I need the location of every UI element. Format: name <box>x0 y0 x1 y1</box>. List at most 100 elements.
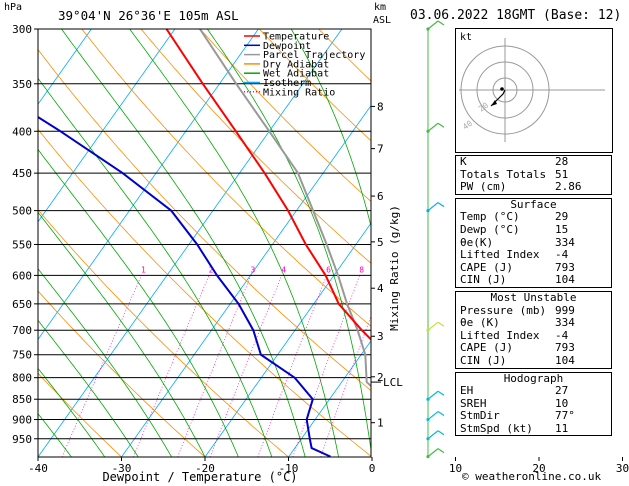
mixing-ratio-line <box>292 275 360 457</box>
legend-entry: Dry Adiabat <box>263 59 329 70</box>
most-unstable-row-label: Lifted Index <box>460 328 540 342</box>
pw-value: 2.86 <box>555 180 582 194</box>
surface-row-label: θe(K) <box>460 235 494 249</box>
forecast-date: 03.06.2022 18GMT (Base: 12) <box>410 8 622 23</box>
legend-entry: Temperature <box>263 32 329 43</box>
wind-barb-flag <box>437 321 445 327</box>
height-km-label: 6 <box>377 190 384 203</box>
wind-barb-dot <box>426 437 430 441</box>
mixing-ratio-tick-label: 6 <box>326 265 331 274</box>
legend-entry: Mixing Ratio <box>263 87 335 98</box>
surface-row-label: Lifted Index <box>460 248 540 262</box>
dry-adiabat-line <box>199 29 371 203</box>
isotherm-line <box>38 29 92 105</box>
surface-row-value: 104 <box>555 273 575 287</box>
pressure-tick-label: 400 <box>12 125 32 138</box>
most-unstable-title: Most Unstable <box>490 290 577 304</box>
totals-totals-label: Totals Totals <box>460 167 547 181</box>
totals-totals-value: 51 <box>555 167 569 181</box>
pressure-tick-label: 750 <box>12 349 32 362</box>
height-km-label: 3 <box>377 330 384 343</box>
most-unstable-row-label: Pressure (mb) <box>460 303 547 317</box>
wind-barbs <box>426 20 445 459</box>
hodograph-stats-title: Hodograph <box>503 371 564 385</box>
wind-barb <box>427 448 439 458</box>
pressure-tick-label: 900 <box>12 414 32 427</box>
most-unstable-row-value: 104 <box>555 353 575 367</box>
isotherm-line <box>288 340 371 457</box>
wind-barb-flag <box>437 202 445 208</box>
hodograph-stat-row-label: EH <box>460 384 474 398</box>
mixing-ratio-tick-label: 8 <box>359 265 364 274</box>
most-unstable-row-label: CIN (J) <box>460 353 507 367</box>
hodograph-stat-row-label: StmDir <box>460 409 500 423</box>
mixing-ratio-tick-label: 15 <box>432 265 442 274</box>
height-km-label: 8 <box>377 100 384 113</box>
pressure-tick-label: 500 <box>12 205 32 218</box>
pressure-tick-label: 850 <box>12 393 32 406</box>
hodograph-stat-row-label: StmSpd (kt) <box>460 421 533 435</box>
isotherm-line <box>0 29 8 457</box>
most-unstable-row-value: -4 <box>555 328 569 342</box>
mixing-ratio-line <box>373 275 435 457</box>
hodograph-unit: kt <box>460 32 472 43</box>
pressure-tick-label: 800 <box>12 372 32 385</box>
height-km-label: 2 <box>377 371 384 384</box>
surface-row-value: 334 <box>555 235 575 249</box>
chart-axes: 3003504004505005506006507007508008509009… <box>12 23 629 475</box>
hodograph-stat-row-value: 77° <box>555 409 575 423</box>
isotherm-line <box>38 29 176 223</box>
wind-barb <box>427 390 439 400</box>
wind-barb <box>427 20 439 30</box>
wind-barb <box>427 321 439 331</box>
mixing-ratio-tick-label: 4 <box>281 265 286 274</box>
mixing-ratio-line <box>177 275 252 457</box>
hpa-unit-label: hPa <box>4 2 23 13</box>
height-km-label: 5 <box>377 236 384 249</box>
temperature-tick-label: -40 <box>28 462 48 475</box>
chart-profiles <box>38 29 371 457</box>
most-unstable-box: Most Unstable Pressure (mb) 999 θe (K) 334 L… <box>455 290 612 369</box>
dry-adiabat-line <box>38 209 289 457</box>
isotherm-line <box>623 29 629 457</box>
wind-barb-flag <box>437 411 445 417</box>
wet-adiabat-line <box>38 413 72 457</box>
legend-entry: Parcel Trajectory <box>263 50 365 61</box>
pressure-tick-label: 550 <box>12 238 32 251</box>
km-unit-label: km <box>374 2 387 13</box>
wind-barb <box>427 202 439 212</box>
pressure-tick-label: 650 <box>12 298 32 311</box>
wind-barb-dot <box>426 27 430 31</box>
isotherm-line <box>38 29 259 341</box>
pressure-tick-label: 450 <box>12 167 32 180</box>
surface-row-label: CAPE (J) <box>460 260 513 274</box>
hodograph-stats-box: Hodograph EH 27 SREH 10 StmDir 77° StmSpd (kt)… <box>455 371 612 437</box>
indices-basic-box: K 28 Totals Totals 51 PW (cm) 2.86 <box>455 155 612 195</box>
temperature-tick-label: 0 <box>369 462 376 475</box>
most-unstable-row-label: θe (K) <box>460 316 500 330</box>
height-km-label: 4 <box>377 282 384 295</box>
wind-barb <box>427 430 439 440</box>
dry-adiabat-line <box>38 372 122 457</box>
surface-title: Surface <box>510 197 557 211</box>
wind-barb-flag <box>437 122 445 128</box>
hodograph: kt 20 40 <box>455 28 613 153</box>
station-location: 39°04'N 26°36'E 105m ASL <box>58 8 239 23</box>
dry-adiabat-line <box>615 29 629 457</box>
height-km-label: 7 <box>377 143 384 156</box>
most-unstable-row-value: 999 <box>555 303 575 317</box>
temperature-profile <box>165 29 371 341</box>
dewpoint-profile <box>38 115 331 457</box>
pressure-tick-label: 700 <box>12 324 32 337</box>
footer-credit[interactable]: © weatheronline.co.uk <box>462 470 602 483</box>
pw-label: PW (cm) <box>460 180 507 194</box>
wind-barb-flag <box>437 390 445 396</box>
isotherm-line <box>204 222 371 457</box>
pressure-tick-label: 600 <box>12 269 32 282</box>
most-unstable-row-value: 334 <box>555 316 575 330</box>
hodograph-stat-row-value: 10 <box>555 396 569 410</box>
mixing-ratio-axis-label: Mixing Ratio (g/kg) <box>388 205 401 331</box>
pressure-tick-label: 350 <box>12 78 32 91</box>
wind-barb-dot <box>426 397 430 401</box>
